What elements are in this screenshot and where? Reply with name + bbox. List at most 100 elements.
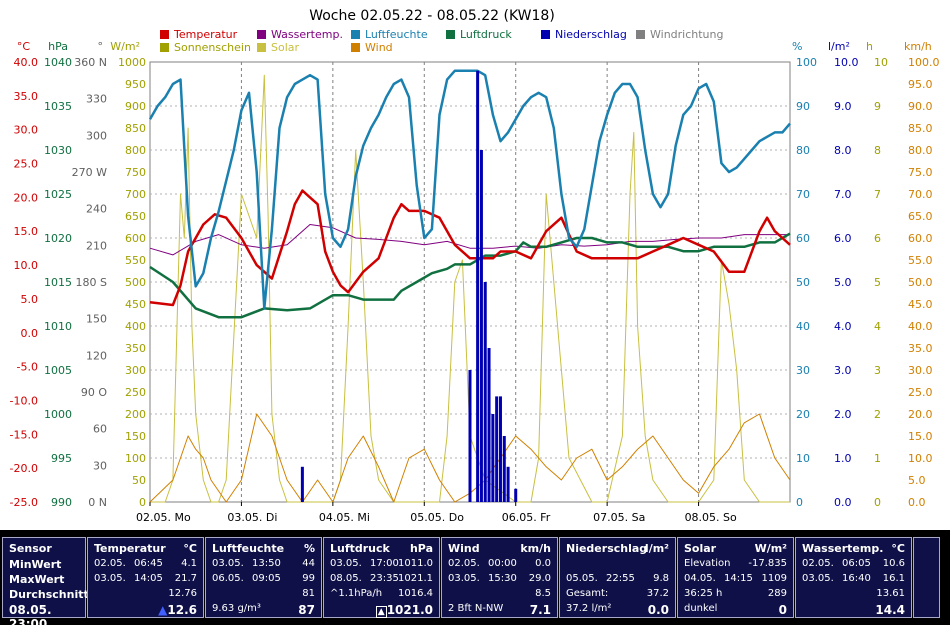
temp-axis-unit: °C [17, 40, 31, 53]
solar-axis-tick: 800 [125, 144, 146, 157]
sunshine-axis-tick: 5 [874, 276, 881, 289]
sun-hours: 36:25 h [684, 588, 723, 599]
direction-axis-tick: 360 N [74, 56, 107, 69]
stats-panel: Sensor MinWert MaxWert Durchschnitt 08.0… [0, 530, 950, 631]
pressure-axis-tick: 1025 [44, 188, 72, 201]
wind-axis-tick: 20.0 [908, 408, 933, 421]
pressure-axis-tick: 995 [51, 452, 72, 465]
pressure-unit: hPa [409, 542, 433, 555]
direction-axis-tick: 30 [93, 459, 107, 472]
hum-avg: 81 [302, 588, 315, 599]
solar-axis-tick: 850 [125, 122, 146, 135]
spare-box [913, 537, 940, 618]
wind-axis-tick: 55.0 [908, 254, 933, 267]
humidity-axis-tick: 10 [796, 452, 810, 465]
temp-axis-tick: 40.0 [14, 56, 39, 69]
current-time: 08.05. 23:00 [9, 603, 52, 631]
press-max-value: 1021.1 [398, 573, 433, 584]
wind-min-time: 00:00 [488, 558, 517, 569]
wind-title: Wind [448, 542, 480, 555]
rain-box: Niederschlag l/m² 05.05. 22:55 9.8 Gesamt: 3… [559, 537, 676, 618]
solar-axis-tick: 700 [125, 188, 146, 201]
temperature-box: Temperatur °C 02.05. 06:45 4.1 03.05. 14:05 2… [87, 537, 204, 618]
rain-unit: l/m² [644, 542, 669, 555]
press-avg: 1016.4 [398, 588, 433, 599]
rain-axis-unit: l/m² [828, 40, 850, 53]
legend-swatch [446, 30, 455, 39]
solar-elev-label: Elevation [684, 558, 731, 569]
sensor-title: Sensor [9, 542, 52, 555]
legend-label: Wind [365, 41, 393, 54]
direction-axis-tick: 330 [86, 93, 107, 106]
rain-bar [514, 488, 518, 502]
solar-night: dunkel [684, 603, 718, 614]
rain-max-time: 22:55 [606, 573, 635, 584]
pressure-axis-tick: 1015 [44, 276, 72, 289]
legend-label: Wassertemp. [271, 28, 343, 41]
humidity-axis-tick: 100 [796, 56, 817, 69]
legend-label: Solar [271, 41, 300, 54]
wind-axis-tick: 45.0 [908, 298, 933, 311]
solar-axis-tick: 550 [125, 254, 146, 267]
humidity-axis-tick: 60 [796, 232, 810, 245]
sunshine-axis-tick: 1 [874, 452, 881, 465]
direction-axis-tick: 60 [93, 423, 107, 436]
wind-max-time: 15:30 [488, 573, 517, 584]
sunshine-axis-tick: 3 [874, 364, 881, 377]
solar-axis-tick: 300 [125, 364, 146, 377]
wind-axis-tick: 25.0 [908, 386, 933, 399]
day-label: 04.05. Mi [319, 511, 370, 524]
sensor-box: Sensor MinWert MaxWert Durchschnitt 08.0… [2, 537, 89, 631]
wind-min-date: 02.05. [448, 558, 480, 569]
wind-axis-tick: 0.0 [908, 496, 926, 509]
temp-max-time: 14:05 [134, 573, 163, 584]
solar-axis-tick: 900 [125, 100, 146, 113]
rain-bar [479, 150, 483, 502]
pressure-axis-tick: 990 [51, 496, 72, 509]
wind-axis-tick: 30.0 [908, 364, 933, 377]
temp-axis-tick: 0.0 [21, 327, 39, 340]
wind-axis-tick: 70.0 [908, 188, 933, 201]
rain-bar [498, 396, 502, 502]
hum-current: 87 [298, 603, 315, 617]
press-min-value: 1011.0 [398, 558, 433, 569]
rain-axis-tick: 2.0 [834, 408, 852, 421]
legend-label: Niederschlag [555, 28, 627, 41]
humidity-title: Luftfeuchte [212, 542, 285, 555]
temp-min-time: 06:45 [134, 558, 163, 569]
rain-axis-tick: 7.0 [834, 188, 852, 201]
temp-axis-tick: 30.0 [14, 124, 39, 137]
chart-series [148, 69, 791, 503]
day-label: 06.05. Fr [502, 511, 551, 524]
solar-current: 0 [778, 603, 787, 617]
wind-axis-tick: 75.0 [908, 166, 933, 179]
press-trend-icon: ▲ [375, 606, 387, 618]
sun-val: 289 [767, 588, 787, 599]
temp-axis-tick: 20.0 [14, 191, 39, 204]
direction-axis-tick: 210 [86, 239, 107, 252]
water-current: 14.4 [875, 603, 905, 617]
legend-swatch [541, 30, 550, 39]
wind-current: 7.1 [529, 603, 551, 617]
rain-axis-tick: 5.0 [834, 276, 852, 289]
solar-box: Solar W/m² Elevation -17.835 04.05. 14:15 11… [677, 537, 794, 618]
temperature-title: Temperatur [94, 542, 166, 555]
wind-max-value: 29.0 [528, 573, 551, 584]
direction-axis-tick: 0 N [88, 496, 107, 509]
chart-legend: Temperatur Wassertemp. Luftfeuchte Luftdruc… [160, 28, 723, 54]
wind-min-value: 0.0 [535, 558, 551, 569]
rain-bar [506, 466, 510, 502]
wind-axis-tick: 85.0 [908, 122, 933, 135]
legend-label: Temperatur [173, 28, 238, 41]
temp-max-date: 03.05. [94, 573, 126, 584]
temp-avg: 12.76 [168, 588, 197, 599]
temp-max-value: 21.7 [174, 573, 197, 584]
rain-bar [487, 348, 491, 502]
rain-bar [476, 70, 480, 503]
direction-axis-tick: 180 S [76, 276, 107, 289]
durchschnitt-label: Durchschnitt [9, 588, 89, 601]
rain-axis-tick: 6.0 [834, 232, 852, 245]
rain-bar [483, 282, 487, 502]
temp-trend-icon: ▲ [158, 603, 168, 617]
rain-max-value: 9.8 [653, 573, 669, 584]
